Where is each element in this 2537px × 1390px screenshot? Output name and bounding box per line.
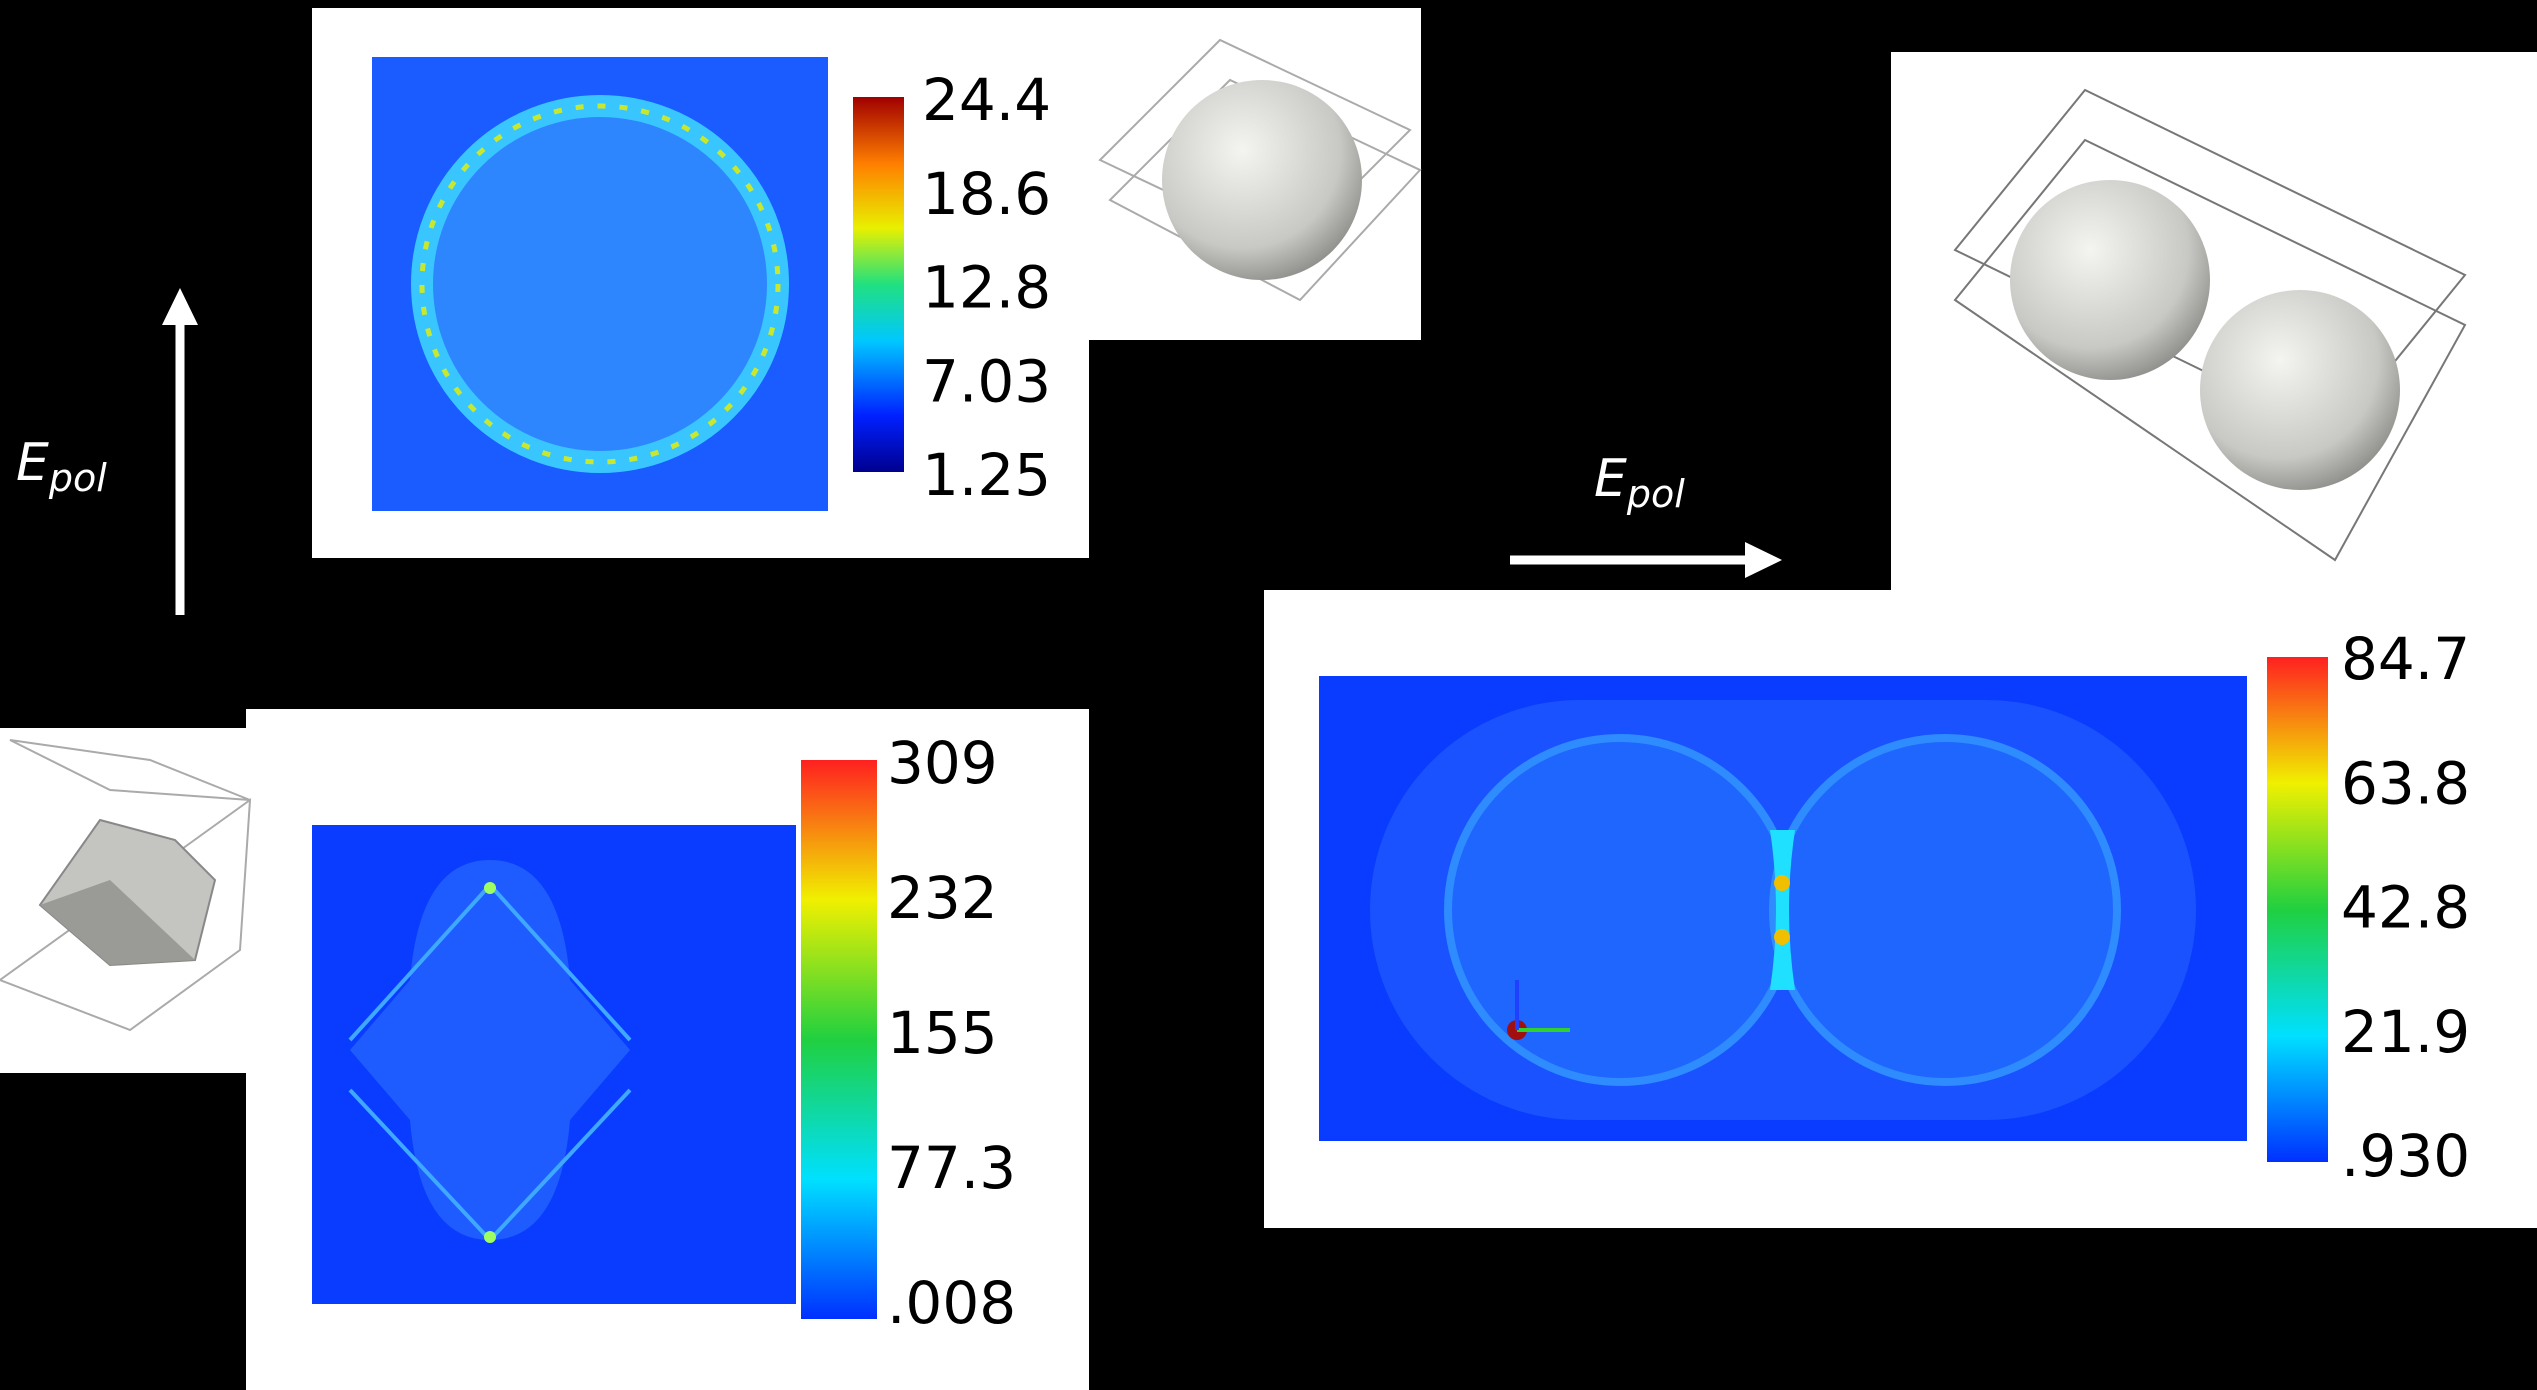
field-hotspot bbox=[1774, 929, 1790, 945]
colorbar-label: 12.8 bbox=[922, 254, 1051, 322]
colorbar bbox=[801, 760, 877, 1319]
label-symbol: E bbox=[1594, 449, 1627, 509]
colorbar-label: 155 bbox=[887, 999, 998, 1067]
particle bbox=[2010, 180, 2210, 380]
field-particle bbox=[1773, 738, 2117, 1082]
colorbar bbox=[853, 97, 904, 472]
arrow-head bbox=[1745, 542, 1782, 578]
particle bbox=[1162, 80, 1362, 280]
colorbar-label: 21.9 bbox=[2341, 998, 2470, 1066]
colorbar-label: 84.7 bbox=[2341, 625, 2470, 693]
colorbar-label: 309 bbox=[887, 729, 998, 797]
label-subscript: pol bbox=[1626, 472, 1685, 516]
colorbar bbox=[2267, 657, 2328, 1162]
figure: Epol Epol 24.4 18.6 12.8 7.03 1.25 309 232 155 7… bbox=[0, 0, 2537, 1390]
colorbar-label: 42.8 bbox=[2341, 874, 2470, 942]
field-hotspot bbox=[484, 882, 496, 894]
colorbar-label: 18.6 bbox=[922, 160, 1051, 228]
colorbar-label: 232 bbox=[887, 864, 998, 932]
colorbar-label: .930 bbox=[2341, 1122, 2470, 1190]
polarization-label: Epol bbox=[16, 433, 107, 500]
label-subscript: pol bbox=[48, 456, 107, 500]
colorbar-label: 24.4 bbox=[922, 66, 1051, 134]
colorbar-label: 63.8 bbox=[2341, 749, 2470, 817]
panel-sphere bbox=[312, 8, 1421, 558]
colorbar-label: 1.25 bbox=[922, 441, 1051, 509]
particle bbox=[2200, 290, 2400, 490]
field-hotspot bbox=[1774, 875, 1790, 891]
label-symbol: E bbox=[16, 433, 49, 493]
colorbar-label: .008 bbox=[887, 1269, 1016, 1337]
field-hotspot bbox=[484, 1231, 496, 1243]
polarization-label: Epol bbox=[1594, 449, 1685, 516]
arrow-head bbox=[162, 288, 198, 325]
field-particle bbox=[1448, 738, 1792, 1082]
colorbar-label: 7.03 bbox=[922, 347, 1051, 415]
colorbar-label: 77.3 bbox=[887, 1134, 1016, 1202]
